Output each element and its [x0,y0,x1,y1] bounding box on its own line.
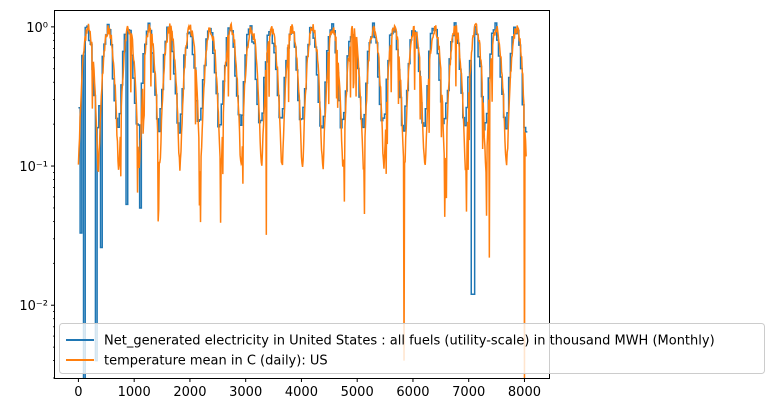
legend-label-temperature: temperature mean in C (daily): US [104,354,328,369]
legend-box [59,323,765,374]
plot-lines [77,21,528,378]
x-tick-label: 0 [74,385,82,400]
x-tick-label: 8000 [508,385,541,400]
series-line-1 [77,21,527,378]
x-tick-label: 6000 [396,385,429,400]
x-tick-label: 2000 [173,385,206,400]
plot-frame [54,10,550,379]
x-tick-label: 1000 [118,385,151,400]
y-axis: 10⁻² 10⁻¹ 10⁰ [19,21,55,379]
y-tick-label: 10⁻² [19,299,48,314]
x-tick-label: 3000 [229,385,262,400]
legend-label-electricity: Net_generated electricity in United Stat… [104,334,715,349]
y-tick-label: 10⁻¹ [19,160,48,175]
x-axis: 0 1000 2000 3000 4000 5000 6000 7000 8000 [74,378,541,400]
y-tick-label: 10⁰ [26,21,48,36]
x-tick-label: 5000 [341,385,374,400]
x-tick-label: 4000 [285,385,318,400]
x-tick-label: 7000 [452,385,485,400]
legend: Net_generated electricity in United Stat… [59,323,765,374]
